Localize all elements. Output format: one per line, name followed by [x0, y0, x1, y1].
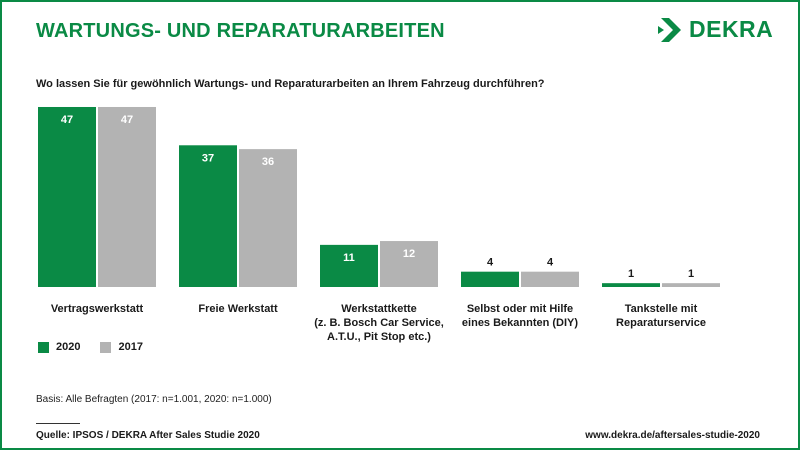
legend-item-2017: 2017 — [100, 341, 143, 353]
bar-2017-3 — [521, 271, 579, 287]
bar-2020-2 — [320, 244, 378, 287]
chart-legend: 2020 2017 — [38, 341, 163, 353]
legend-swatch-2020 — [38, 341, 49, 353]
data-label-2017-3: 4 — [547, 257, 554, 269]
data-label-2020-2: 11 — [343, 252, 355, 264]
data-label-2020-3: 4 — [487, 257, 494, 269]
bar-2017-1 — [239, 149, 297, 287]
data-label-2017-4: 1 — [688, 268, 694, 280]
category-label-3-line-1: eines Bekannten (DIY) — [462, 317, 578, 329]
study-url: www.dekra.de/aftersales-studie-2020 — [585, 430, 760, 441]
category-label-3-line-0: Selbst oder mit Hilfe — [467, 303, 573, 315]
bar-2020-3 — [461, 271, 519, 287]
legend-swatch-2017 — [100, 341, 112, 353]
legend-item-2020: 2020 — [38, 341, 80, 353]
bar-2020-0 — [38, 106, 96, 288]
data-label-2020-1: 37 — [202, 152, 214, 164]
data-label-2020-4: 1 — [628, 268, 634, 280]
data-label-2017-0: 47 — [121, 114, 133, 126]
legend-label-2020: 2020 — [56, 341, 81, 353]
dekra-logo-icon — [658, 17, 681, 42]
source-note: Quelle: IPSOS / DEKRA After Sales Studie… — [36, 430, 260, 441]
bar-2017-2 — [380, 241, 438, 287]
category-label-4-line-1: Reparaturservice — [616, 317, 706, 329]
category-label-1-line-0: Freie Werkstatt — [198, 303, 278, 315]
footer-divider — [36, 423, 80, 424]
logo-text: DEKRA — [689, 16, 774, 42]
data-label-2020-0: 47 — [61, 114, 73, 126]
bar-2017-4 — [662, 283, 720, 287]
dekra-logo: DEKRA — [658, 16, 773, 43]
data-label-2017-1: 36 — [262, 156, 274, 168]
bar-2020-4 — [602, 283, 660, 287]
chart-question: Wo lassen Sie für gewöhnlich Wartungs- u… — [36, 78, 545, 90]
category-label-4-line-0: Tankstelle mit — [625, 303, 698, 315]
legend-label-2017: 2017 — [118, 341, 143, 353]
page-title: WARTUNGS- UND REPARATURARBEITEN — [36, 20, 445, 42]
category-label-2-line-1: (z. B. Bosch Car Service, — [314, 317, 444, 329]
category-label-0-line-0: Vertragswerkstatt — [51, 303, 144, 315]
sample-basis-note: Basis: Alle Befragten (2017: n=1.001, 20… — [36, 394, 272, 405]
category-label-2-line-0: Werkstattkette — [341, 303, 417, 315]
bar-2020-1 — [179, 145, 237, 287]
data-label-2017-2: 12 — [403, 248, 415, 260]
bar-2017-0 — [98, 106, 156, 288]
category-label-2-line-2: A.T.U., Pit Stop etc.) — [327, 331, 431, 343]
